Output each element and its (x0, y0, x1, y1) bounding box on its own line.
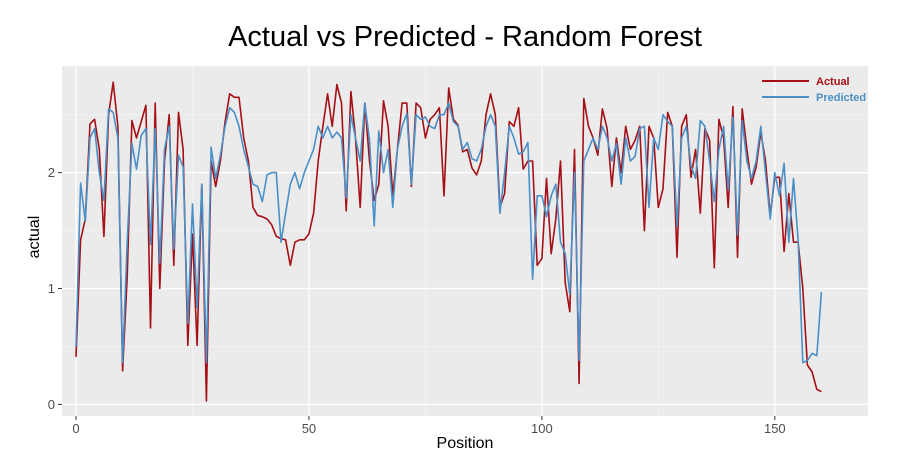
y-tick-label: 2 (48, 165, 55, 180)
y-tick-label: 1 (48, 281, 55, 296)
x-axis-ticks: 0 50 100 150 (72, 416, 786, 436)
y-tick-label: 0 (48, 397, 55, 412)
series-layer (75, 81, 823, 402)
x-tick-label: 100 (531, 421, 553, 436)
x-tick-label: 0 (72, 421, 79, 436)
x-axis-label: Position (437, 435, 494, 452)
legend-label-predicted: Predicted (816, 92, 866, 104)
y-axis-ticks: 0 1 2 (48, 165, 62, 412)
x-tick-label: 150 (764, 421, 786, 436)
legend-label-actual: Actual (816, 76, 850, 88)
chart-title: Actual vs Predicted - Random Forest (228, 21, 702, 53)
plot-panel (62, 66, 868, 416)
y-axis-label: actual (26, 216, 43, 259)
series-line-predicted (75, 102, 823, 364)
legend: Actual Predicted (762, 76, 866, 104)
x-tick-label: 50 (302, 421, 316, 436)
